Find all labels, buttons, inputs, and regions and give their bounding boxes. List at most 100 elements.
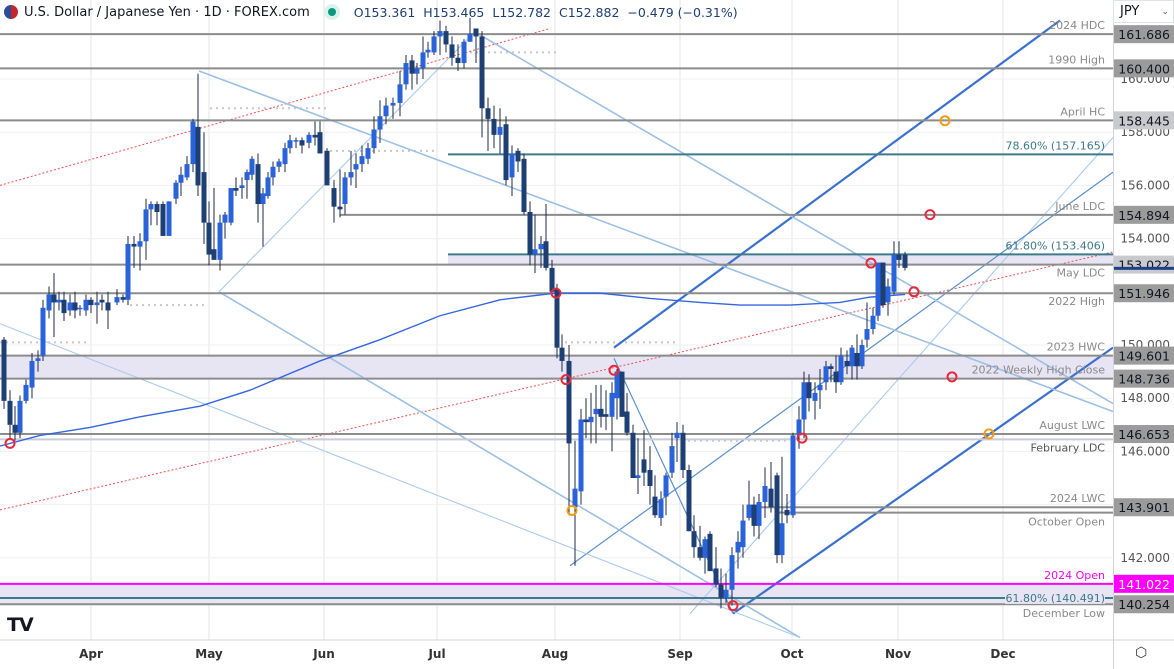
trend-line-may-to-jul[interactable] <box>218 28 479 293</box>
candle-body[interactable] <box>849 347 855 367</box>
candle-body[interactable] <box>173 182 179 199</box>
candle-body[interactable] <box>509 153 515 178</box>
candle-body[interactable] <box>403 63 409 85</box>
candle-body[interactable] <box>99 299 105 303</box>
settings-hex-icon[interactable]: ⬡ <box>1135 645 1148 661</box>
trend-line-lower-ray[interactable] <box>0 323 801 639</box>
candle-body[interactable] <box>105 302 111 311</box>
candle-body[interactable] <box>201 172 207 223</box>
candle-body[interactable] <box>729 555 735 590</box>
candle-body[interactable] <box>674 432 680 439</box>
candle-body[interactable] <box>148 204 154 210</box>
candle-body[interactable] <box>485 108 491 119</box>
candle-body[interactable] <box>414 68 420 74</box>
candle-body[interactable] <box>265 177 271 197</box>
candle-body[interactable] <box>790 435 796 516</box>
candle-body[interactable] <box>779 523 785 556</box>
candle-body[interactable] <box>293 140 299 142</box>
candle-body[interactable] <box>425 49 431 53</box>
candle-body[interactable] <box>56 299 62 303</box>
candle-body[interactable] <box>532 249 538 255</box>
candle-body[interactable] <box>624 411 630 433</box>
candle-body[interactable] <box>891 254 897 292</box>
candle-body[interactable] <box>114 297 120 303</box>
candle-body[interactable] <box>371 129 377 149</box>
candle-body[interactable] <box>46 294 52 311</box>
candle-body[interactable] <box>686 470 692 532</box>
candle-body[interactable] <box>588 416 594 423</box>
candle-body[interactable] <box>870 315 876 330</box>
candle-body[interactable] <box>641 459 647 473</box>
candle-body[interactable] <box>270 166 276 178</box>
candle-body[interactable] <box>691 531 697 548</box>
candle-body[interactable] <box>751 504 757 526</box>
candle-body[interactable] <box>902 254 908 268</box>
candle-body[interactable] <box>796 419 802 436</box>
candle-body[interactable] <box>467 33 473 42</box>
candle-body[interactable] <box>515 150 521 162</box>
candle-body[interactable] <box>282 148 288 165</box>
candle-body[interactable] <box>497 126 503 135</box>
candle-body[interactable] <box>669 446 675 473</box>
candle-body[interactable] <box>801 382 807 420</box>
candle-body[interactable] <box>630 432 636 478</box>
candle-body[interactable] <box>23 384 29 401</box>
candle-body[interactable] <box>527 212 533 255</box>
candle-body[interactable] <box>409 60 415 74</box>
candle-body[interactable] <box>598 408 604 417</box>
candle-body[interactable] <box>383 105 389 117</box>
candle-body[interactable] <box>255 164 261 205</box>
candle-body[interactable] <box>72 302 78 311</box>
candle-body[interactable] <box>817 384 823 391</box>
candle-body[interactable] <box>697 547 703 558</box>
candle-body[interactable] <box>40 307 46 356</box>
candle-body[interactable] <box>260 193 266 205</box>
trend-line-descending-jul[interactable] <box>477 33 1114 405</box>
currency-selector[interactable]: JPY ⌄ <box>1113 0 1174 23</box>
candle-body[interactable] <box>154 204 160 212</box>
candle-body[interactable] <box>166 201 172 236</box>
candle-body[interactable] <box>143 209 149 242</box>
candle-body[interactable] <box>859 345 865 367</box>
candle-body[interactable] <box>449 44 455 58</box>
candle-body[interactable] <box>549 267 555 292</box>
candle-body[interactable] <box>875 262 881 316</box>
price-axis[interactable] <box>1113 0 1174 669</box>
candle-body[interactable] <box>317 132 323 154</box>
candle-body[interactable] <box>603 414 609 417</box>
trend-line-channel-upper[interactable] <box>613 19 1061 349</box>
candle-body[interactable] <box>652 496 658 516</box>
candle-body[interactable] <box>735 541 741 553</box>
candle-body[interactable] <box>864 329 870 340</box>
candle-body[interactable] <box>431 36 437 53</box>
candle-body[interactable] <box>554 289 560 348</box>
candle-body[interactable] <box>680 432 686 471</box>
tradingview-logo[interactable]: TV <box>7 614 34 636</box>
candle-body[interactable] <box>239 185 245 189</box>
trend-line-pitchfork-lower-from-may[interactable] <box>218 291 801 639</box>
candle-body[interactable] <box>756 501 762 526</box>
candle-body[interactable] <box>35 358 41 361</box>
candle-body[interactable] <box>77 307 83 310</box>
candle-body[interactable] <box>774 475 780 556</box>
candle-body[interactable] <box>206 222 212 255</box>
candle-body[interactable] <box>83 299 89 311</box>
candle-body[interactable] <box>184 164 190 178</box>
candle-body[interactable] <box>880 262 886 306</box>
candle-body[interactable] <box>806 382 812 399</box>
candle-body[interactable] <box>12 424 18 433</box>
candle-body[interactable] <box>88 299 94 306</box>
candle-body[interactable] <box>746 504 752 518</box>
candle-body[interactable] <box>312 134 318 138</box>
candle-body[interactable] <box>137 241 143 247</box>
candle-body[interactable] <box>233 188 239 191</box>
candle-body[interactable] <box>299 140 305 146</box>
candle-body[interactable] <box>437 31 443 37</box>
candle-body[interactable] <box>348 172 354 178</box>
candle-body[interactable] <box>723 589 729 598</box>
trend-line-channel-mid-light[interactable] <box>689 137 1114 615</box>
candle-body[interactable] <box>61 299 67 314</box>
candle-body[interactable] <box>566 360 572 444</box>
candle-body[interactable] <box>228 188 234 223</box>
candle-body[interactable] <box>593 408 599 415</box>
